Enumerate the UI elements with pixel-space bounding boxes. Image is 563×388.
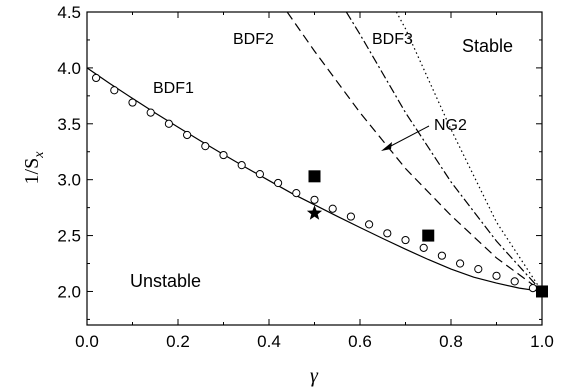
y-axis-label-main: 1/S xyxy=(21,158,43,185)
circle-point xyxy=(365,220,374,229)
ng2-arrow xyxy=(381,125,430,151)
svg-text:1/Sx: 1/Sx xyxy=(21,151,47,185)
circle-point xyxy=(164,119,173,128)
x-tick-label: 0.2 xyxy=(166,332,190,351)
circle-point xyxy=(183,130,192,140)
y-tick-label: 2.0 xyxy=(57,282,81,301)
series-line-bdf2 xyxy=(286,12,542,292)
label-ng2: NG2 xyxy=(434,117,467,134)
circle-point xyxy=(510,277,519,286)
circle-point xyxy=(528,284,538,293)
x-tick-label: 0.8 xyxy=(439,332,463,351)
y-tick-label: 3.5 xyxy=(57,115,81,134)
star-point xyxy=(306,205,323,220)
circle-point xyxy=(437,251,446,260)
x-axis-label: γ xyxy=(310,365,319,387)
label-bdf1: BDF1 xyxy=(153,80,194,97)
marker-layer xyxy=(92,73,548,298)
y-tick-label: 4.0 xyxy=(57,59,81,78)
label-bdf2: BDF2 xyxy=(233,31,274,48)
circle-point xyxy=(328,204,337,213)
circle-point xyxy=(401,235,410,245)
y-tick-label: 4.5 xyxy=(57,3,81,22)
square-point xyxy=(536,285,548,298)
circle-point xyxy=(456,259,465,268)
circle-point xyxy=(201,142,210,151)
x-tick-label: 0.4 xyxy=(257,332,281,351)
circle-point xyxy=(255,169,264,179)
ticks: 0.0 0.2 0.4 0.6 0.8 1.0 2.0 2.5 3.0 3.5 4.0 4.5 xyxy=(57,3,553,351)
y-axis-label: 1/Sx xyxy=(21,151,47,185)
circle-point xyxy=(474,265,483,274)
x-tick-label: 0.6 xyxy=(348,332,372,351)
circle-point xyxy=(128,98,137,107)
circle-point xyxy=(492,271,501,280)
x-tick-label: 0.0 xyxy=(75,332,99,351)
circle-point xyxy=(110,86,119,95)
circle-point xyxy=(346,212,355,221)
y-tick-label: 3.0 xyxy=(57,171,81,190)
series-layer xyxy=(87,12,542,293)
circle-point xyxy=(419,243,428,252)
x-tick-label: 1.0 xyxy=(530,332,554,351)
circle-point xyxy=(146,108,155,117)
circle-point xyxy=(383,229,392,238)
circle-point xyxy=(292,188,301,198)
circle-point xyxy=(219,150,228,160)
y-axis-label-sub: x xyxy=(32,151,47,159)
label-bdf3: BDF3 xyxy=(372,31,413,48)
series-line-ng2 xyxy=(345,12,542,292)
series-line-bdf1 xyxy=(87,67,542,293)
circle-point xyxy=(274,178,283,188)
circle-point xyxy=(237,161,246,170)
circle-point xyxy=(310,195,319,204)
label-stable: Stable xyxy=(462,36,513,56)
square-point xyxy=(422,229,435,242)
y-tick-label: 2.5 xyxy=(57,227,81,246)
square-point xyxy=(308,170,321,183)
label-unstable: Unstable xyxy=(130,271,201,291)
circle-point xyxy=(92,73,101,83)
